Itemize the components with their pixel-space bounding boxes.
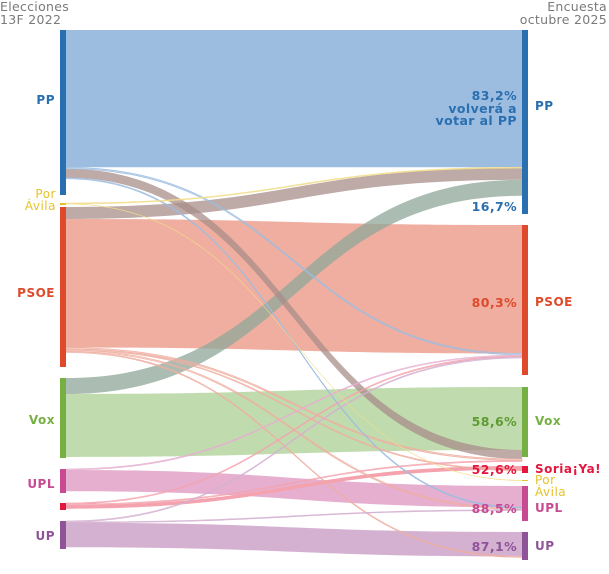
annotation-psoe: 80,3% [471,295,517,310]
right-node-soriaya [522,466,528,473]
left-label-por-avila: Por Ávila [24,187,56,213]
right-label-por-avila: Por Ávila [535,473,567,499]
right-label-psoe: PSOE [535,295,573,309]
right-label-vox: Vox [535,414,562,428]
left-node-pp [60,30,66,195]
left-node-soriaya [60,503,66,510]
right-header-line-2: octubre 2025 [519,12,607,27]
left-node-poravila [60,203,66,205]
left-node-vox [60,378,66,458]
right-label-upl: UPL [535,501,563,515]
annotation-up: 87,1% [471,539,517,554]
flow-vox-to-pp [66,179,522,394]
right-node-upl [522,486,528,521]
annotation-upl: 88,5% [471,501,517,516]
right-node-pp [522,30,528,214]
right-node-up [522,532,528,560]
annotation-pp-from-vox: 16,7% [471,199,517,214]
flow-poravila-to-poravila [66,203,522,481]
annotation-pp: 83,2% volverá a votar al PP [435,88,517,128]
left-node-upl [60,469,66,493]
right-node-poravila [522,480,528,481]
flow-vox-to-vox [66,387,522,457]
flows-layer [65,30,523,558]
nodes-layer [60,30,528,560]
annotation-pp-line-2: volverá a [448,100,517,116]
flow-pp-to-vox [66,168,522,460]
flow-pp-to-pp [66,30,522,168]
left-node-psoe [60,207,66,367]
annotation-vox: 58,6% [471,414,517,429]
left-header: Elecciones 13F 2022 [0,0,69,26]
right-header-line-1: Encuesta [547,0,607,14]
left-label-up: UP [35,529,55,543]
left-node-up [60,521,66,549]
right-header: Encuesta octubre 2025 [520,0,607,26]
flow-soriaya-to-soriaya [66,466,522,509]
right-node-vox [522,387,528,457]
right-label-soria-ya: Soria¡Ya! [535,462,602,476]
right-label-pp: PP [535,99,554,113]
annotation-pp-value: 83,2% [471,88,517,103]
annotation-soria-ya: 52,6% [471,462,517,477]
left-header-line-1: Elecciones [0,0,70,14]
left-label-upl: UPL [27,477,55,491]
right-label-up: UP [535,539,555,553]
right-node-psoe [522,225,528,375]
flow-soriaya-to-vox [65,460,523,506]
left-label-vox: Vox [28,413,55,427]
left-label-psoe: PSOE [17,286,55,300]
left-header-line-2: 13F 2022 [0,12,62,27]
annotation-pp-line-3: votar al PP [435,113,517,128]
left-label-pp: PP [36,93,55,107]
flow-up-to-up [66,522,522,557]
